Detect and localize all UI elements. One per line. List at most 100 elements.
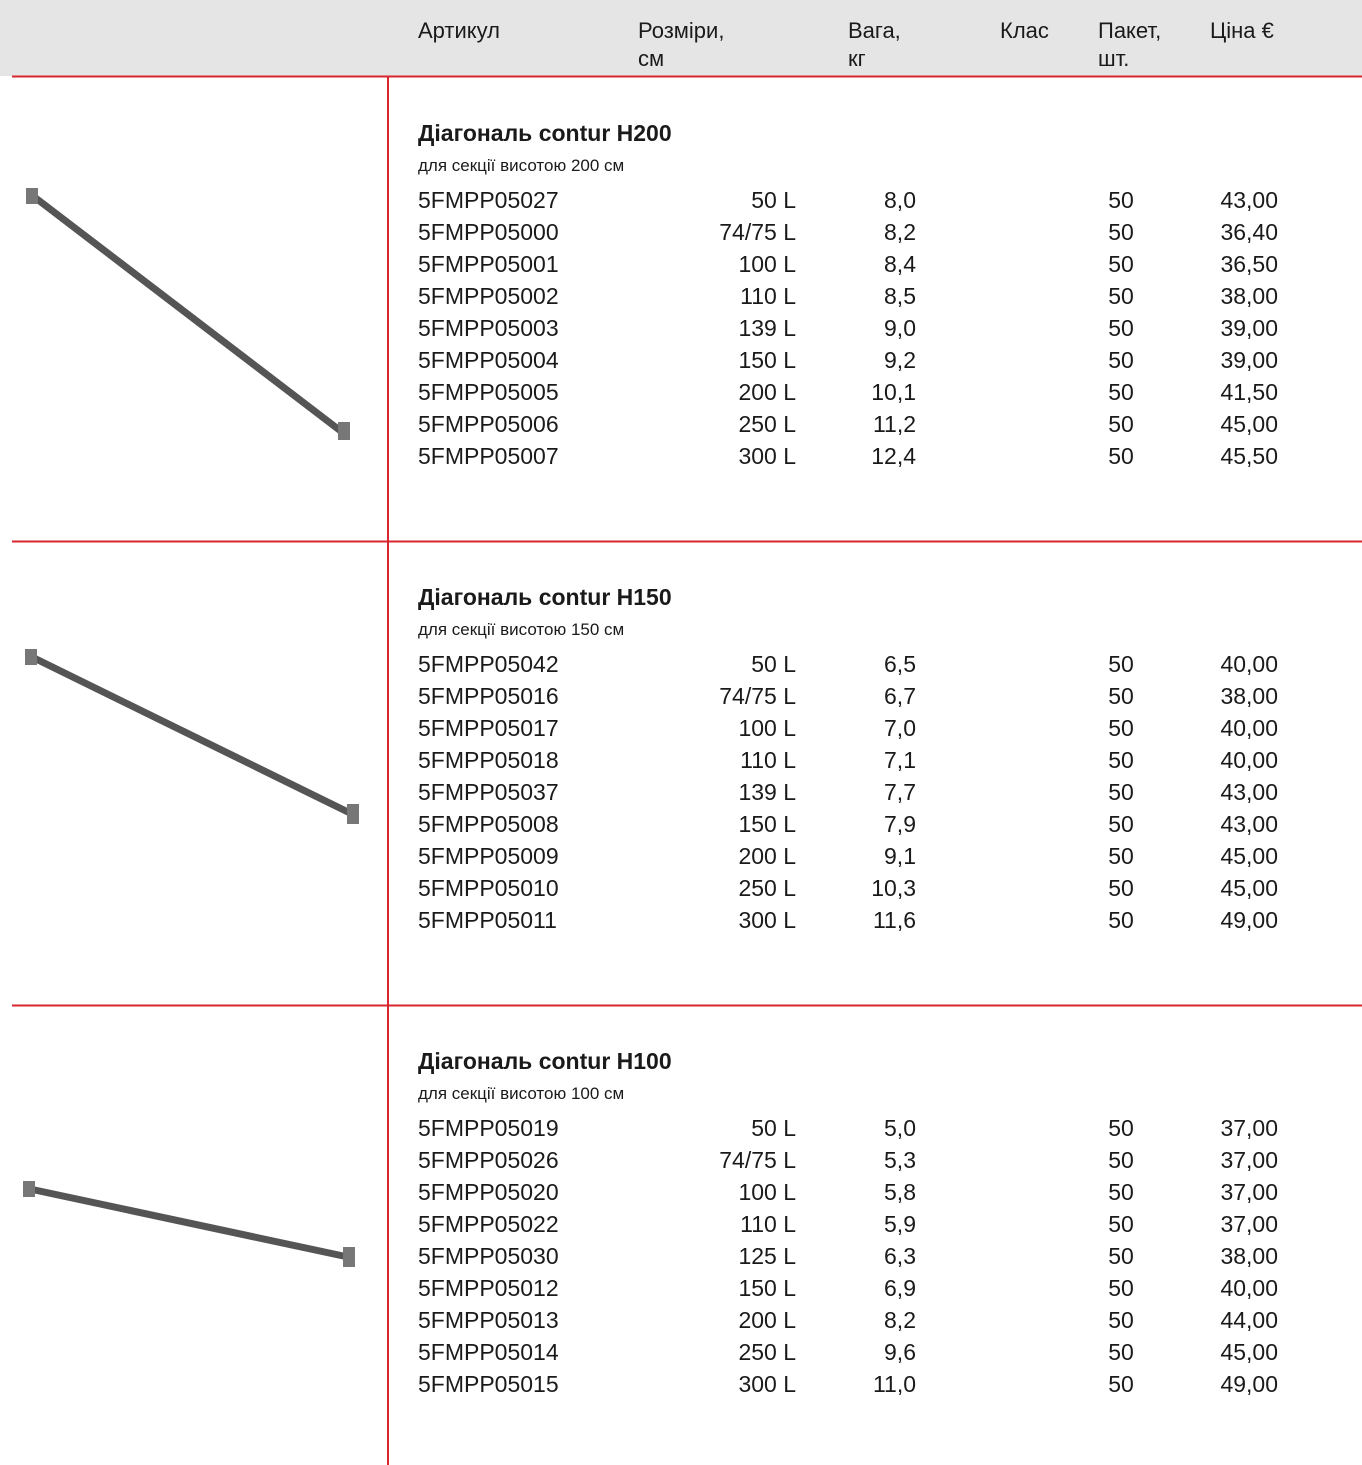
- table-cell: 150 L: [738, 1275, 796, 1301]
- table-cell: 125 L: [738, 1243, 796, 1269]
- table-cell: 250 L: [738, 1339, 796, 1365]
- column-header: Клас: [1000, 18, 1049, 43]
- table-cell: 5,8: [884, 1179, 916, 1205]
- column-header: Пакет,: [1098, 18, 1162, 43]
- table-cell: 45,00: [1220, 411, 1278, 437]
- table-cell: 7,7: [884, 779, 916, 805]
- table-cell: 50: [1108, 779, 1134, 805]
- table-cell: 7,9: [884, 811, 916, 837]
- table-cell: 50: [1108, 315, 1134, 341]
- table-cell: 5FMPP05015: [418, 1371, 559, 1397]
- table-cell: 39,00: [1220, 347, 1278, 373]
- table-cell: 5FMPP05016: [418, 683, 559, 709]
- section-title: Діагональ contur H200: [418, 120, 672, 146]
- table-cell: 50: [1108, 1179, 1134, 1205]
- table-cell: 44,00: [1220, 1307, 1278, 1333]
- table-cell: 5FMPP05013: [418, 1307, 559, 1333]
- table-cell: 8,5: [884, 283, 916, 309]
- table-cell: 50: [1108, 1371, 1134, 1397]
- table-cell: 50: [1108, 1243, 1134, 1269]
- table-cell: 50: [1108, 1339, 1134, 1365]
- table-cell: 139 L: [738, 779, 796, 805]
- table-cell: 5FMPP05014: [418, 1339, 559, 1365]
- table-cell: 50: [1108, 907, 1134, 933]
- table-cell: 38,00: [1220, 683, 1278, 709]
- table-cell: 5,0: [884, 1115, 916, 1141]
- table-cell: 200 L: [738, 843, 796, 869]
- table-cell: 49,00: [1220, 1371, 1278, 1397]
- section-subtitle: для секції висотою 150 см: [418, 620, 625, 639]
- table-cell: 45,00: [1220, 843, 1278, 869]
- table-cell: 11,0: [872, 1371, 916, 1397]
- table-cell: 40,00: [1220, 747, 1278, 773]
- table-cell: 40,00: [1220, 715, 1278, 741]
- table-cell: 5FMPP05010: [418, 875, 559, 901]
- table-cell: 5FMPP05001: [418, 251, 559, 277]
- table-cell: 8,2: [884, 219, 916, 245]
- table-cell: 6,7: [884, 683, 916, 709]
- table-cell: 300 L: [738, 443, 796, 469]
- table-cell: 43,00: [1220, 779, 1278, 805]
- table-cell: 74/75 L: [719, 683, 796, 709]
- table-cell: 50: [1108, 251, 1134, 277]
- table-cell: 5FMPP05042: [418, 651, 559, 677]
- table-cell: 5FMPP05004: [418, 347, 559, 373]
- table-cell: 37,00: [1220, 1147, 1278, 1173]
- table-cell: 50: [1108, 747, 1134, 773]
- table-cell: 50: [1108, 875, 1134, 901]
- table-cell: 5FMPP05007: [418, 443, 559, 469]
- table-cell: 8,2: [884, 1307, 916, 1333]
- table-cell: 139 L: [738, 315, 796, 341]
- table-cell: 10,1: [871, 379, 916, 405]
- table-cell: 50: [1108, 843, 1134, 869]
- table-cell: 200 L: [738, 1307, 796, 1333]
- table-cell: 37,00: [1220, 1211, 1278, 1237]
- table-cell: 6,5: [884, 651, 916, 677]
- table-cell: 250 L: [738, 411, 796, 437]
- table-cell: 5FMPP05019: [418, 1115, 559, 1141]
- table-cell: 110 L: [740, 283, 796, 309]
- table-cell: 36,40: [1220, 219, 1278, 245]
- table-cell: 12,4: [871, 443, 916, 469]
- section-subtitle: для секції висотою 100 см: [418, 1084, 625, 1103]
- section-title: Діагональ contur H100: [418, 1048, 672, 1074]
- table-cell: 50: [1108, 187, 1134, 213]
- table-cell: 5,9: [884, 1211, 916, 1237]
- table-cell: 9,6: [884, 1339, 916, 1365]
- table-cell: 40,00: [1220, 651, 1278, 677]
- table-cell: 300 L: [738, 907, 796, 933]
- table-cell: 10,3: [871, 875, 916, 901]
- table-cell: 250 L: [738, 875, 796, 901]
- section-title: Діагональ contur H150: [418, 584, 672, 610]
- column-header: кг: [848, 46, 866, 71]
- section-subtitle: для секції висотою 200 см: [418, 156, 625, 175]
- table-cell: 50: [1108, 219, 1134, 245]
- table-cell: 8,0: [884, 187, 916, 213]
- table-cell: 5,3: [884, 1147, 916, 1173]
- table-cell: 5FMPP05018: [418, 747, 559, 773]
- table-cell: 50: [1108, 1307, 1134, 1333]
- table-cell: 50: [1108, 443, 1134, 469]
- table-cell: 150 L: [738, 347, 796, 373]
- table-cell: 5FMPP05011: [418, 907, 557, 933]
- table-cell: 5FMPP05022: [418, 1211, 559, 1237]
- table-cell: 6,3: [884, 1243, 916, 1269]
- table-cell: 50: [1108, 1275, 1134, 1301]
- table-cell: 50: [1108, 715, 1134, 741]
- column-header: шт.: [1098, 46, 1130, 71]
- table-cell: 50: [1108, 811, 1134, 837]
- table-cell: 50: [1108, 1147, 1134, 1173]
- table-cell: 50 L: [751, 1115, 796, 1141]
- table-cell: 7,0: [884, 715, 916, 741]
- table-cell: 5FMPP05020: [418, 1179, 559, 1205]
- column-header: Вага,: [848, 18, 901, 43]
- table-cell: 5FMPP05003: [418, 315, 559, 341]
- table-cell: 5FMPP05009: [418, 843, 559, 869]
- table-cell: 300 L: [738, 1371, 796, 1397]
- table-cell: 110 L: [740, 747, 796, 773]
- table-cell: 50: [1108, 347, 1134, 373]
- table-cell: 39,00: [1220, 315, 1278, 341]
- table-cell: 5FMPP05026: [418, 1147, 559, 1173]
